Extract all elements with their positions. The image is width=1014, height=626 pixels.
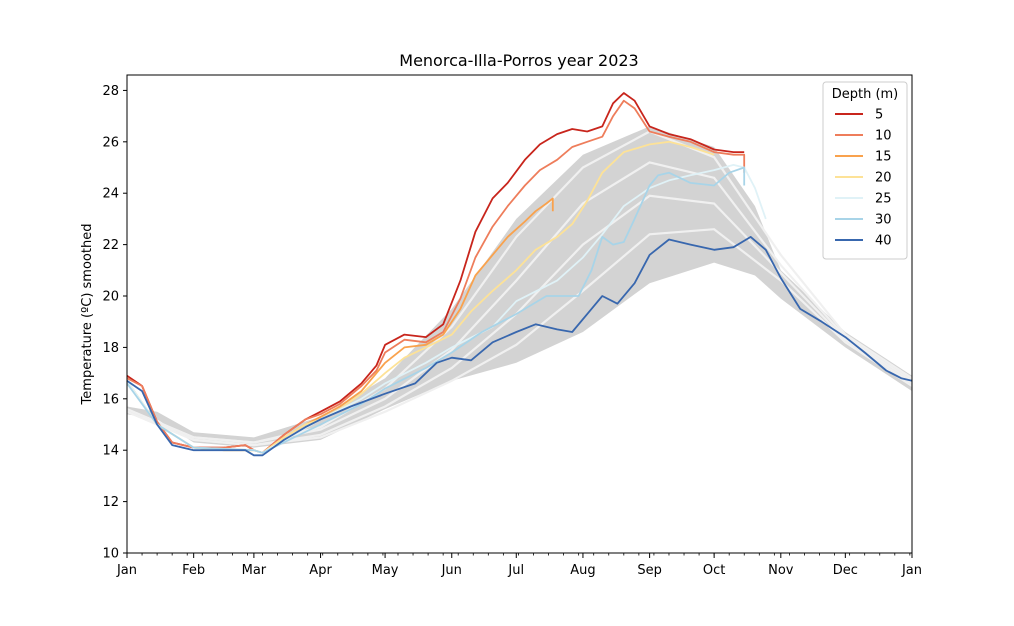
legend-label-20: 20 xyxy=(875,171,892,186)
x-tick-label: Dec xyxy=(833,563,858,578)
x-tick-label: Oct xyxy=(703,563,725,578)
legend-label-15: 15 xyxy=(875,150,892,165)
chart-title: Menorca-Illa-Porros year 2023 xyxy=(399,51,638,70)
series-line-depth-40 xyxy=(126,236,913,457)
plot-area xyxy=(126,92,913,457)
climatology-line xyxy=(126,161,913,444)
y-tick-label: 28 xyxy=(102,84,119,99)
climatology-line xyxy=(126,228,913,447)
y-axis-label: Temperature (ºC) smoothed xyxy=(80,224,95,406)
x-tick-label: Sep xyxy=(637,563,662,578)
y-tick-label: 12 xyxy=(102,495,119,510)
axes: 10 12 14 16 18 20 22 24 26 28 Jan Feb Mar Apr May Jun Ju… xyxy=(102,74,922,578)
x-tick-label: Jul xyxy=(507,563,524,578)
x-tick-label: Aug xyxy=(570,563,595,578)
y-tick-label: 26 xyxy=(102,135,119,150)
legend-title: Depth (m) xyxy=(832,87,899,102)
legend-label-30: 30 xyxy=(875,213,892,228)
x-tick-label: Apr xyxy=(309,563,332,578)
series-line-depth-10 xyxy=(126,99,746,454)
y-tick-label: 18 xyxy=(102,341,119,356)
x-tick-label: Feb xyxy=(182,563,205,578)
legend-label-25: 25 xyxy=(875,192,892,207)
y-tick-label: 22 xyxy=(102,238,119,253)
y-tick-label: 16 xyxy=(102,392,119,407)
legend-box xyxy=(822,81,908,260)
y-tick-label: 10 xyxy=(102,547,119,562)
legend-label-5: 5 xyxy=(875,108,883,123)
y-tick-label: 20 xyxy=(102,290,119,305)
x-tick-label: Jan xyxy=(116,563,137,578)
series-line-depth-30 xyxy=(126,166,746,454)
x-tick-label: Mar xyxy=(242,563,267,578)
legend: Depth (m) 5 10 15 20 25 30 40 xyxy=(822,81,908,260)
y-tick-label: 14 xyxy=(102,444,119,459)
x-tick-label: Jan xyxy=(901,563,922,578)
legend-label-10: 10 xyxy=(875,129,892,144)
legend-label-40: 40 xyxy=(875,234,892,249)
x-tick-label: May xyxy=(372,563,399,578)
x-tick-label: Nov xyxy=(768,563,794,578)
y-tick-label: 24 xyxy=(102,187,119,202)
axes-frame xyxy=(126,74,913,554)
x-tick-label: Jun xyxy=(441,563,462,578)
